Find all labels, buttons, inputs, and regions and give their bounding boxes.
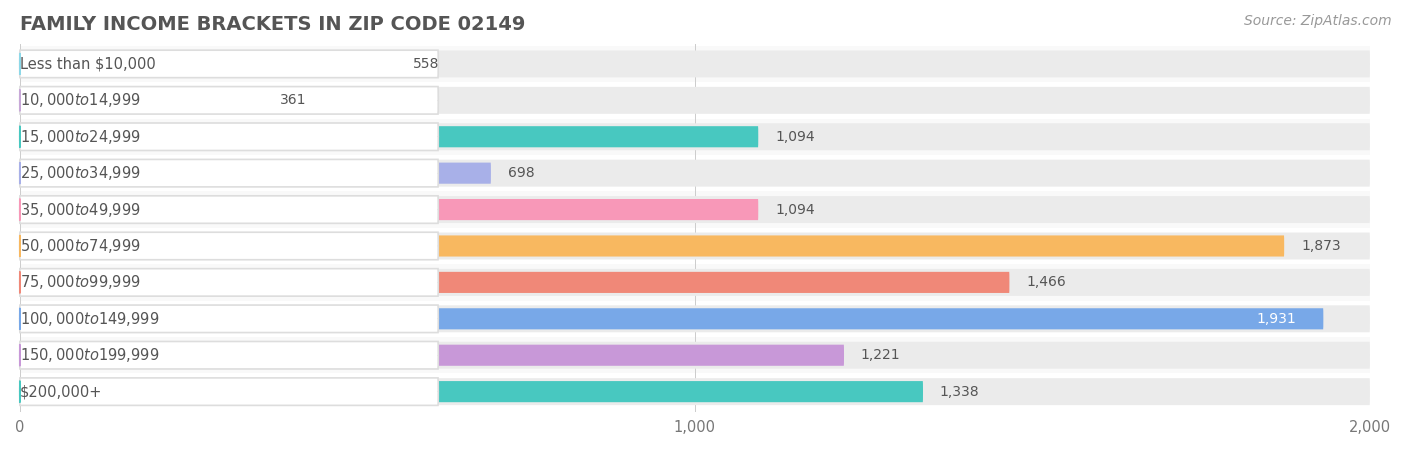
Bar	[20, 264, 1369, 301]
FancyBboxPatch shape	[20, 54, 396, 75]
Bar	[20, 374, 1369, 410]
FancyBboxPatch shape	[20, 87, 1369, 114]
FancyBboxPatch shape	[20, 272, 1010, 293]
Bar	[20, 118, 1369, 155]
Text: $100,000 to $149,999: $100,000 to $149,999	[20, 310, 159, 328]
Text: $10,000 to $14,999: $10,000 to $14,999	[20, 91, 141, 109]
FancyBboxPatch shape	[20, 378, 439, 405]
FancyBboxPatch shape	[20, 160, 1369, 187]
FancyBboxPatch shape	[20, 378, 1369, 405]
Text: $25,000 to $34,999: $25,000 to $34,999	[20, 164, 141, 182]
Text: $150,000 to $199,999: $150,000 to $199,999	[20, 346, 159, 364]
FancyBboxPatch shape	[20, 269, 1369, 296]
FancyBboxPatch shape	[20, 196, 439, 223]
Bar	[20, 228, 1369, 264]
Text: 558: 558	[413, 57, 440, 71]
Bar	[20, 82, 1369, 118]
Text: 698: 698	[508, 166, 534, 180]
FancyBboxPatch shape	[20, 381, 922, 402]
FancyBboxPatch shape	[20, 305, 439, 333]
Text: $50,000 to $74,999: $50,000 to $74,999	[20, 237, 141, 255]
Bar	[20, 155, 1369, 191]
Bar	[20, 191, 1369, 228]
FancyBboxPatch shape	[20, 342, 439, 369]
Text: 1,466: 1,466	[1026, 275, 1066, 289]
FancyBboxPatch shape	[20, 86, 439, 114]
FancyBboxPatch shape	[20, 123, 1369, 150]
FancyBboxPatch shape	[20, 90, 263, 111]
FancyBboxPatch shape	[20, 126, 758, 147]
FancyBboxPatch shape	[20, 196, 1369, 223]
Bar	[20, 46, 1369, 82]
Text: 1,338: 1,338	[939, 385, 980, 399]
Text: 1,931: 1,931	[1257, 312, 1296, 326]
FancyBboxPatch shape	[20, 269, 439, 296]
FancyBboxPatch shape	[20, 308, 1323, 329]
FancyBboxPatch shape	[20, 159, 439, 187]
Bar	[20, 337, 1369, 374]
FancyBboxPatch shape	[20, 162, 491, 184]
Text: 1,094: 1,094	[775, 202, 815, 216]
Text: 1,094: 1,094	[775, 130, 815, 144]
Text: 361: 361	[280, 93, 307, 108]
FancyBboxPatch shape	[20, 342, 1369, 369]
FancyBboxPatch shape	[20, 123, 439, 150]
Text: Source: ZipAtlas.com: Source: ZipAtlas.com	[1244, 14, 1392, 27]
FancyBboxPatch shape	[20, 199, 758, 220]
Text: $75,000 to $99,999: $75,000 to $99,999	[20, 274, 141, 292]
FancyBboxPatch shape	[20, 50, 439, 78]
Bar	[20, 301, 1369, 337]
Text: 1,221: 1,221	[860, 348, 900, 362]
FancyBboxPatch shape	[20, 233, 1369, 260]
FancyBboxPatch shape	[20, 50, 1369, 77]
Text: $200,000+: $200,000+	[20, 384, 103, 399]
FancyBboxPatch shape	[20, 306, 1369, 332]
Text: $15,000 to $24,999: $15,000 to $24,999	[20, 128, 141, 146]
FancyBboxPatch shape	[20, 345, 844, 366]
Text: $35,000 to $49,999: $35,000 to $49,999	[20, 201, 141, 219]
Text: Less than $10,000: Less than $10,000	[20, 56, 156, 72]
Text: 1,873: 1,873	[1301, 239, 1341, 253]
FancyBboxPatch shape	[20, 235, 1284, 256]
FancyBboxPatch shape	[20, 232, 439, 260]
Text: FAMILY INCOME BRACKETS IN ZIP CODE 02149: FAMILY INCOME BRACKETS IN ZIP CODE 02149	[20, 15, 524, 34]
